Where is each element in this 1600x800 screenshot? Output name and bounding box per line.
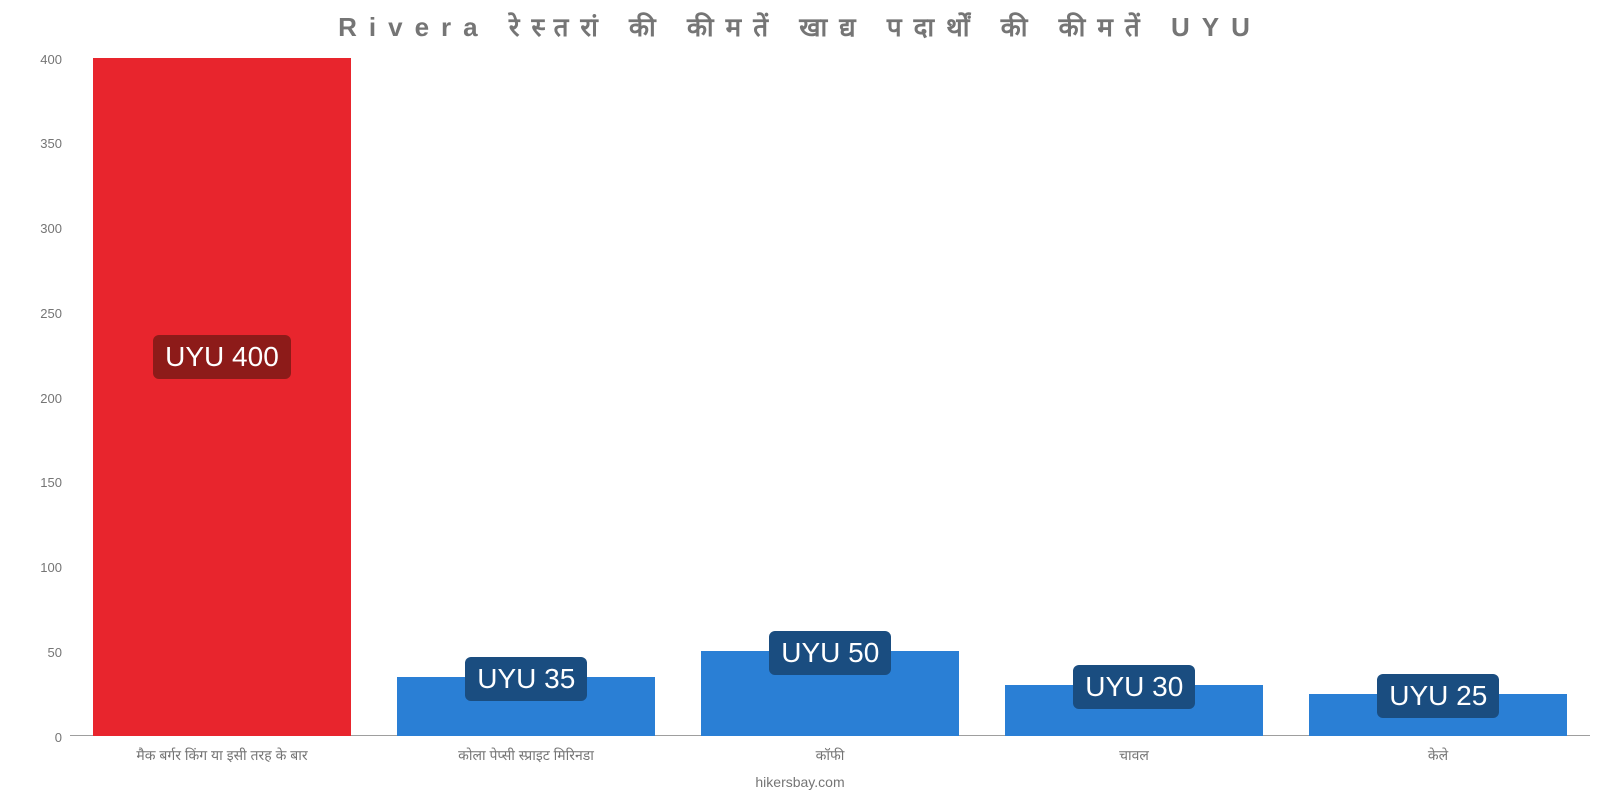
value-badge: UYU 25: [1377, 674, 1499, 718]
x-axis-label: मैक बर्गर किंग या इसी तरह के बार: [70, 746, 374, 765]
y-tick-label: 200: [0, 391, 62, 406]
y-tick-label: 0: [0, 730, 62, 745]
value-badge: UYU 50: [769, 631, 891, 675]
y-tick-label: 400: [0, 52, 62, 67]
x-axis-label: चावल: [982, 746, 1286, 765]
x-axis-label: कॉफी: [678, 746, 982, 765]
value-badge: UYU 400: [153, 335, 291, 379]
x-axis-label: कोला पेप्सी स्प्राइट मिरिनडा: [374, 746, 678, 765]
value-badge: UYU 30: [1073, 665, 1195, 709]
y-tick-label: 50: [0, 645, 62, 660]
chart-container: Rivera रेस्तरां की कीमतें खाद्य पदार्थों…: [0, 0, 1600, 800]
y-tick-label: 100: [0, 560, 62, 575]
y-tick-label: 250: [0, 306, 62, 321]
x-axis-label: केले: [1286, 746, 1590, 765]
value-badge: UYU 35: [465, 657, 587, 701]
plot-area: UYU 400 UYU 35 UYU 50 UYU 30 UYU 25: [70, 58, 1590, 736]
y-tick-label: 300: [0, 221, 62, 236]
y-tick-label: 150: [0, 475, 62, 490]
y-tick-label: 350: [0, 136, 62, 151]
bar: [93, 58, 351, 736]
attribution-text: hikersbay.com: [0, 774, 1600, 790]
chart-title: Rivera रेस्तरां की कीमतें खाद्य पदार्थों…: [0, 8, 1600, 44]
